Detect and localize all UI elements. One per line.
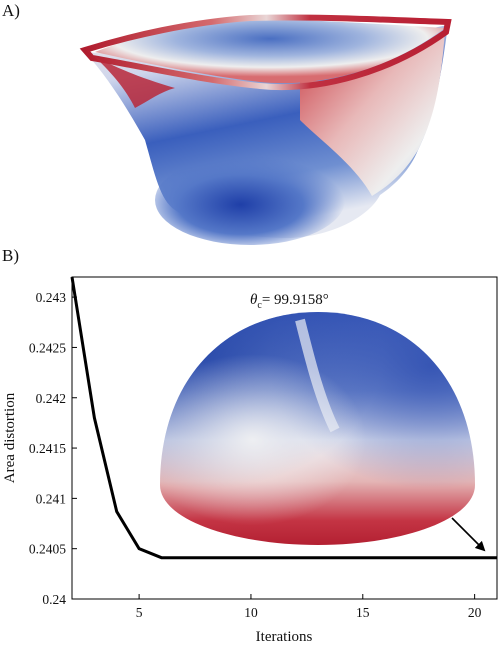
y-tick-label: 0.24 xyxy=(42,592,66,607)
surface-inner xyxy=(95,19,445,84)
x-tick-label: 15 xyxy=(356,605,370,620)
surface-blue-region xyxy=(155,155,345,245)
x-tick-label: 5 xyxy=(136,605,143,620)
y-tick-label: 0.2425 xyxy=(29,340,66,355)
theta-value: = 99.9158° xyxy=(262,292,329,308)
y-tick-label: 0.241 xyxy=(36,491,66,506)
series-line xyxy=(70,276,497,560)
plot-frame xyxy=(71,276,498,600)
hemisphere-inset xyxy=(160,312,475,545)
x-axis-title: Iterations xyxy=(256,629,313,645)
y-tick-label: 0.243 xyxy=(36,290,67,305)
theta-symbol: θ xyxy=(250,292,258,308)
x-tick-label: 10 xyxy=(244,605,258,620)
y-axis: 0.24 0.2405 0.241 0.2415 0.242 0.2425 0.243 xyxy=(29,290,77,607)
panel-b-label: B) xyxy=(2,246,19,265)
y-tick-label: 0.2405 xyxy=(29,542,66,557)
x-axis: 5 10 15 20 xyxy=(136,594,482,620)
y-tick-label: 0.242 xyxy=(36,391,66,406)
theta-subscript: c xyxy=(257,300,262,311)
x-tick-label: 20 xyxy=(468,605,482,620)
surface-rim-left xyxy=(85,48,175,108)
panel-a-label: A) xyxy=(2,1,20,20)
y-axis-title: Area distortion xyxy=(2,392,18,483)
area-distortion-chart: 0.24 0.2405 0.241 0.2415 0.242 0.2425 0.243 5 1… xyxy=(2,276,498,645)
surface-rim xyxy=(79,14,452,91)
pointer-arrow xyxy=(451,517,486,552)
theta-annotation: θc= 99.9158° xyxy=(250,292,329,311)
panel-a-surface xyxy=(79,14,452,245)
y-tick-label: 0.2415 xyxy=(29,441,66,456)
surface-right-side xyxy=(300,30,445,196)
